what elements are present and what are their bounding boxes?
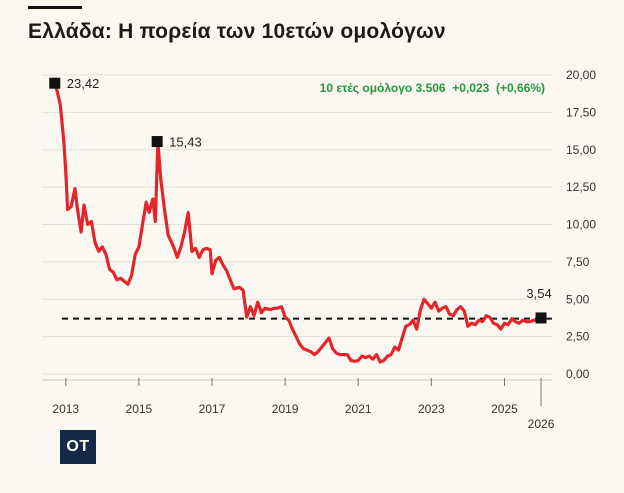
x-axis: 2013 2015 2017 2019 2021 2023 2025 2026 [42,378,555,431]
y-tick-label: 0,00 [566,367,590,381]
y-tick-label: 17,50 [566,105,596,119]
y-tick-label: 15,00 [566,143,596,157]
annotation-label: 15,43 [169,135,202,150]
x-tick-label: 2026 [528,417,555,431]
y-tick-label: 2,50 [566,330,590,344]
peak-marker [151,136,163,148]
annotation-label: 3,54 [526,286,551,301]
title-rule [28,6,82,9]
series-line [53,82,543,364]
x-tick-label: 2015 [126,402,153,416]
legend-label: 10 ετές ομόλογο 3.506 +0,023 (+0,66%) [320,81,545,95]
chart-title: Ελλάδα: Η πορεία των 10ετών ομολόγων [28,20,446,43]
x-tick-label: 2023 [418,402,445,416]
x-tick-label: 2013 [52,402,79,416]
y-tick-label: 20,00 [566,68,596,82]
y-tick-label: 5,00 [566,292,590,306]
y-tick-label: 12,50 [566,180,596,194]
x-tick-label: 2025 [491,402,518,416]
ot-logo: OT [60,430,96,464]
y-axis: 20,00 17,50 15,00 12,50 10,00 7,50 5,00 2,50 0,0… [566,68,596,381]
peak-marker [49,77,61,89]
peak-marker [535,312,547,324]
x-tick-label: 2021 [345,402,372,416]
y-tick-label: 10,00 [566,218,596,232]
peak-markers: 23,42 15,43 3,54 [49,76,552,324]
y-tick-label: 7,50 [566,255,590,269]
grid-lines [42,74,552,375]
x-tick-label: 2019 [272,402,299,416]
x-tick-label: 2017 [199,402,226,416]
annotation-label: 23,42 [67,76,100,91]
